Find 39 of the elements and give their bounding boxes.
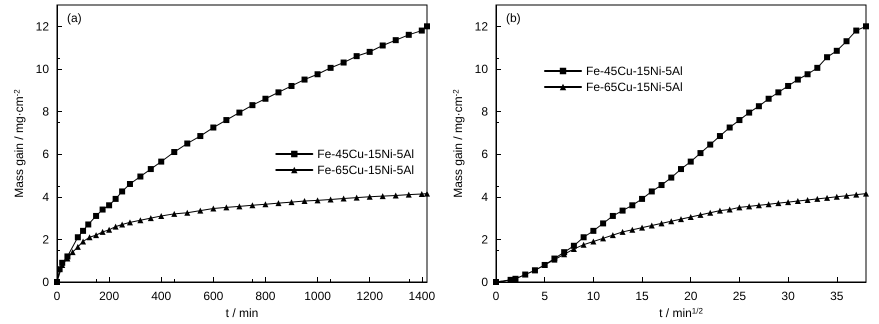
x-tick-label: 1000 xyxy=(304,289,332,303)
x-tick-label: 15 xyxy=(635,289,650,303)
y-axis-title: Mass gain / mg·cm-2 xyxy=(450,88,465,198)
y-tick-label: 12 xyxy=(36,19,50,34)
x-tick-label: 0 xyxy=(492,289,500,303)
legend-label: Fe-45Cu-15Ni-5Al xyxy=(317,147,414,161)
x-tick-label: 1400 xyxy=(408,289,436,303)
y-tick-label: 8 xyxy=(42,104,50,119)
y-tick-label: 6 xyxy=(481,147,488,162)
x-tick-label: 35 xyxy=(830,289,844,303)
x-tick-label: 1200 xyxy=(356,289,384,303)
legend-label: Fe-45Cu-15Ni-5Al xyxy=(586,64,683,78)
y-tick-label: 2 xyxy=(481,232,488,246)
x-tick-label: 10 xyxy=(586,289,600,303)
x-tick-label: 200 xyxy=(99,289,120,303)
y-tick-label: 6 xyxy=(42,147,50,162)
y-tick-label: 10 xyxy=(474,62,488,76)
x-tick-label: 0 xyxy=(54,289,61,303)
y-tick-label: 0 xyxy=(42,275,50,289)
x-tick-label: 600 xyxy=(203,289,224,303)
x-tick-label: 30 xyxy=(781,289,796,303)
annotation: (a) xyxy=(67,11,82,25)
x-tick-label: 25 xyxy=(732,289,746,303)
y-tick-label: 4 xyxy=(481,190,488,204)
annotation: (b) xyxy=(506,11,521,25)
x-tick-label: 800 xyxy=(255,289,276,303)
legend-label: Fe-65Cu-15Ni-5Al xyxy=(317,163,414,177)
legend-label: Fe-65Cu-15Ni-5Al xyxy=(586,80,683,94)
y-tick-label: 2 xyxy=(42,232,50,246)
x-tick-label: 400 xyxy=(151,289,172,303)
x-tick-label: 5 xyxy=(541,289,548,303)
y-tick-label: 12 xyxy=(474,19,488,34)
x-tick-label: 20 xyxy=(684,289,698,303)
y-tick-label: 8 xyxy=(481,104,488,119)
y-axis-title: Mass gain / mg·cm-2 xyxy=(12,88,26,198)
y-tick-label: 0 xyxy=(481,275,488,289)
y-tick-label: 10 xyxy=(36,62,50,76)
y-tick-label: 4 xyxy=(42,190,50,204)
x-axis-title: t / min xyxy=(226,306,258,320)
